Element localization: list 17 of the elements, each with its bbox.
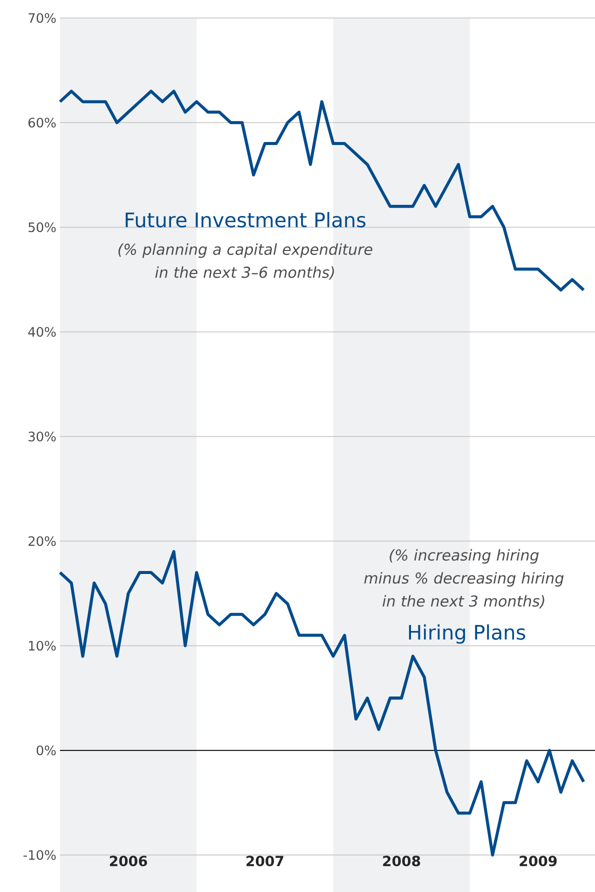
y-tick-label: 0% (36, 745, 56, 756)
annotation: (% planning a capital expenditure in the next 3–6 months) (118, 243, 372, 280)
series-label: Future Investment Plans (126, 212, 366, 228)
y-tick-label: 70% (28, 13, 56, 23)
y-tick-label: 50% (28, 222, 56, 232)
y-tick-label: 30% (28, 432, 56, 442)
y-tick-label: 20% (28, 536, 56, 546)
x-tick-label: 2009 (520, 856, 557, 866)
x-tick-label: 2006 (110, 856, 148, 866)
y-tick-label: 40% (28, 326, 56, 337)
x-tick-label: 2008 (383, 856, 420, 866)
y-tick-label: -10% (24, 850, 56, 860)
series-label: Hiring Plans (409, 624, 526, 644)
annotation: (% increasing hiring minus % decreasing hiring in the next 3 months) (364, 549, 564, 608)
y-tick-label: 60% (28, 118, 56, 128)
x-tick-label: 2007 (246, 856, 284, 866)
y-tick-label: 10% (29, 640, 56, 651)
